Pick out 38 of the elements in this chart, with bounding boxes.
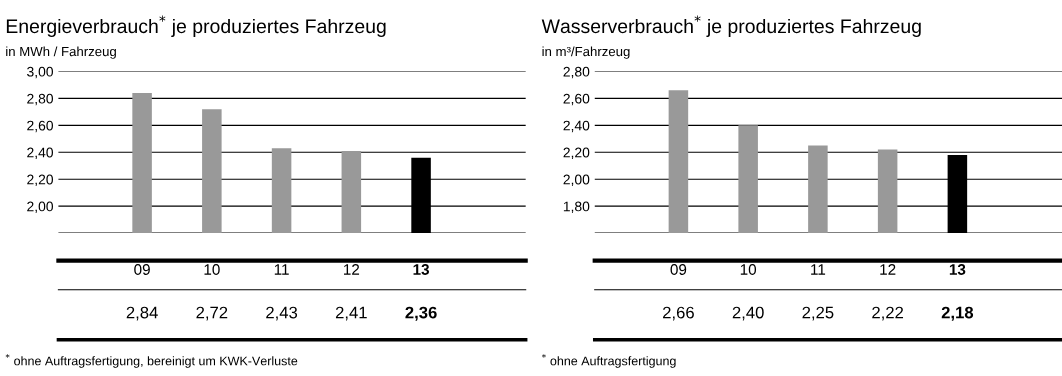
y-tick-label: 2,40 (27, 147, 54, 160)
y-tick-label: 2,80 (563, 66, 590, 79)
x-tick-label: 11 (274, 264, 289, 275)
text: $^{*}$ ohne Auftragsfertigung, bereinigt um KWK-Verluste (5, 353, 298, 368)
y-tick-label: 3,00 (27, 66, 54, 79)
x-tick-label: 13 (413, 264, 430, 275)
y-tick-label: 2,80 (27, 93, 54, 106)
data-label: 2,41 (335, 306, 367, 321)
y-tick-label: 2,20 (563, 147, 590, 160)
y-tick-label: 2,40 (563, 120, 590, 133)
x-tick-label: 10 (740, 264, 757, 275)
y-tick-label: 1,80 (563, 201, 590, 213)
data-label: 2,18 (941, 306, 974, 321)
y-tick-label: 2,60 (27, 120, 54, 133)
data-label: 2,25 (802, 306, 834, 321)
data-label: 2,43 (266, 306, 298, 321)
y-axis-title: in MWh / Fahrzeug (6, 46, 116, 59)
y-tick-label: 2,00 (27, 201, 54, 213)
data-label: 2,40 (732, 306, 764, 321)
y-tick-label: 2,60 (563, 93, 590, 106)
data-label: 2,84 (126, 306, 158, 321)
y-tick-label: 2,20 (27, 174, 54, 187)
x-tick-label: 09 (134, 264, 150, 275)
data-label: 2,72 (196, 306, 228, 321)
chart-title: Wasserverbrauch$^{*}$ je produziertes Fahrzeug (541, 15, 921, 38)
x-tick-label: 12 (880, 264, 896, 275)
y-tick-label: 2,00 (563, 174, 590, 187)
chart-title: Energieverbrauch$^{*}$ je produziertes Fahrzeug (6, 15, 386, 38)
x-tick-label: 09 (670, 264, 687, 275)
x-tick-label: 10 (204, 264, 220, 275)
text: $^{*}$ ohne Auftragsfertigung (542, 353, 676, 368)
data-label: 2,36 (405, 306, 437, 321)
x-tick-label: 12 (344, 264, 360, 275)
x-tick-label: 13 (949, 264, 966, 275)
data-label: 2,66 (663, 306, 694, 321)
y-axis-title: in m³/Fahrzeug (542, 46, 630, 59)
x-tick-label: 11 (811, 264, 826, 275)
data-label: 2,22 (872, 306, 904, 321)
